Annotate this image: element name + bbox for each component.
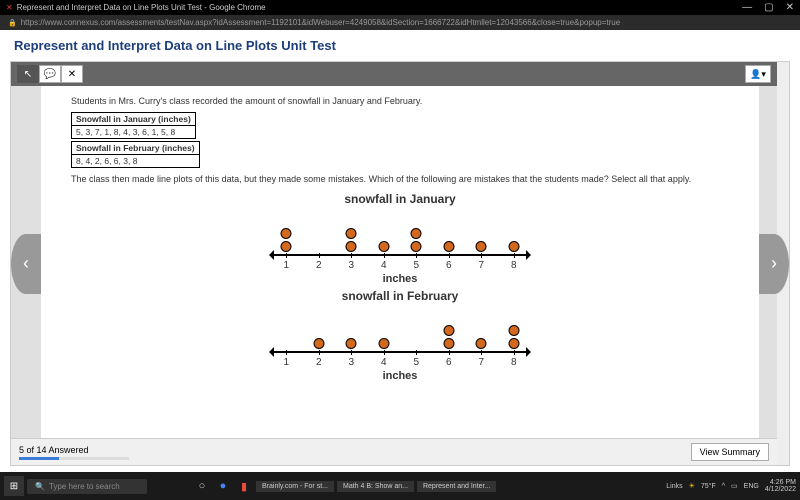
clock-time: 4:26 PM [765,479,796,486]
taskbar-item[interactable]: Brainly.com - For st... [256,481,334,492]
minimize-button[interactable]: — [742,2,752,13]
data-dot [476,241,487,252]
tick-label: 6 [433,357,466,368]
data-dot [313,338,324,349]
question-content: Students in Mrs. Curry's class recorded … [41,86,759,465]
assessment-toolbar: ↖ 💬 ✕ 👤▾ [11,62,777,86]
axis-label: inches [383,273,418,285]
taskbar-search[interactable]: 🔍 Type here to search [27,479,147,494]
data-dot [346,338,357,349]
tick-label: 5 [400,260,433,271]
tray-chevron-icon[interactable]: ^ [722,483,725,490]
tick-label: 8 [498,357,531,368]
data-dot [281,228,292,239]
prev-question-button[interactable]: ‹ [11,234,41,294]
comment-tool-button[interactable]: 💬 [39,65,61,83]
system-clock[interactable]: 4:26 PM 4/12/2022 [765,479,796,493]
data-dot [508,241,519,252]
window-title: Represent and Interpret Data on Line Plo… [17,3,742,12]
close-button[interactable]: ✕ [786,2,794,13]
chrome-icon[interactable]: ● [214,477,232,495]
january-line-plot: snowfall in January 12345678 inches [260,192,540,285]
tick-label: 7 [465,260,498,271]
taskbar-links[interactable]: Links [666,483,682,490]
tick-label: 2 [303,260,336,271]
data-dot [378,241,389,252]
data-dot [346,228,357,239]
data-dot [443,325,454,336]
weather-icon[interactable]: ☀ [689,482,695,490]
start-button[interactable]: ⊞ [4,476,24,496]
plot-axis [270,351,530,353]
data-dot [508,338,519,349]
table-header: Snowfall in January (inches) [72,113,195,126]
tick-label: 7 [465,357,498,368]
table-values: 5, 3, 7, 1, 8, 4, 3, 6, 1, 5, 8 [72,126,195,138]
tick-label: 1 [270,260,303,271]
lock-icon: 🔒 [8,19,17,27]
weather-temp: 75°F [701,483,716,490]
maximize-button[interactable]: ▢ [764,2,773,13]
page-title: Represent and Interpret Data on Line Plo… [0,30,800,61]
data-dot [411,228,422,239]
user-menu-button[interactable]: 👤▾ [745,65,771,83]
question-intro: Students in Mrs. Curry's class recorded … [71,96,729,106]
progress-bar [19,457,129,460]
next-question-button[interactable]: › [759,234,789,294]
tick-label: 3 [335,260,368,271]
plot-title: snowfall in January [344,192,455,206]
tick-label: 5 [400,357,433,368]
tick-label: 2 [303,357,336,368]
february-data-table: Snowfall in February (inches) 8, 4, 2, 6… [71,141,200,168]
plot-ticks: 12345678 [270,357,530,368]
axis-label: inches [383,370,418,382]
url-bar[interactable]: 🔒 https://www.connexus.com/assessments/t… [0,15,800,30]
data-dot [378,338,389,349]
assessment-footer: 5 of 14 Answered View Summary [11,438,777,465]
app-icon[interactable]: ▮ [235,477,253,495]
view-summary-button[interactable]: View Summary [691,443,769,461]
plot-axis [270,254,530,256]
window-titlebar: ✕ Represent and Interpret Data on Line P… [0,0,800,15]
tick-label: 4 [368,260,401,271]
titlebar-favicon: ✕ [6,3,13,12]
taskbar-item[interactable]: Represent and Inter... [417,481,496,492]
data-dot [281,241,292,252]
data-dot [443,338,454,349]
language-indicator[interactable]: ENG [744,483,759,490]
question-prompt: The class then made line plots of this d… [71,174,729,186]
clock-date: 4/12/2022 [765,486,796,493]
search-placeholder: Type here to search [49,482,120,491]
cortana-icon[interactable]: ○ [193,477,211,495]
plot-title: snowfall in February [342,289,459,303]
tick-label: 6 [433,260,466,271]
battery-icon[interactable]: ▭ [731,482,738,490]
january-data-table: Snowfall in January (inches) 5, 3, 7, 1,… [71,112,196,139]
windows-taskbar: ⊞ 🔍 Type here to search ○ ● ▮ Brainly.co… [0,472,800,500]
data-dot [443,241,454,252]
search-icon: 🔍 [35,482,45,491]
table-values: 8, 4, 2, 6, 6, 3, 8 [72,155,199,167]
february-line-plot: snowfall in February 12345678 inches [260,289,540,382]
data-dot [508,325,519,336]
plot-ticks: 12345678 [270,260,530,271]
test-frame: ↖ 💬 ✕ 👤▾ ‹ Students in Mrs. Curry's clas… [10,61,790,466]
tick-label: 1 [270,357,303,368]
tick-label: 8 [498,260,531,271]
data-dot [476,338,487,349]
tick-label: 4 [368,357,401,368]
tick-label: 3 [335,357,368,368]
taskbar-item[interactable]: Math 4 B: Show an... [337,481,414,492]
data-dot [411,241,422,252]
pointer-tool-button[interactable]: ↖ [17,65,39,83]
url-text: https://www.connexus.com/assessments/tes… [21,18,621,27]
data-dot [346,241,357,252]
table-header: Snowfall in February (inches) [72,142,199,155]
progress-label: 5 of 14 Answered [19,445,137,455]
clear-tool-button[interactable]: ✕ [61,65,83,83]
